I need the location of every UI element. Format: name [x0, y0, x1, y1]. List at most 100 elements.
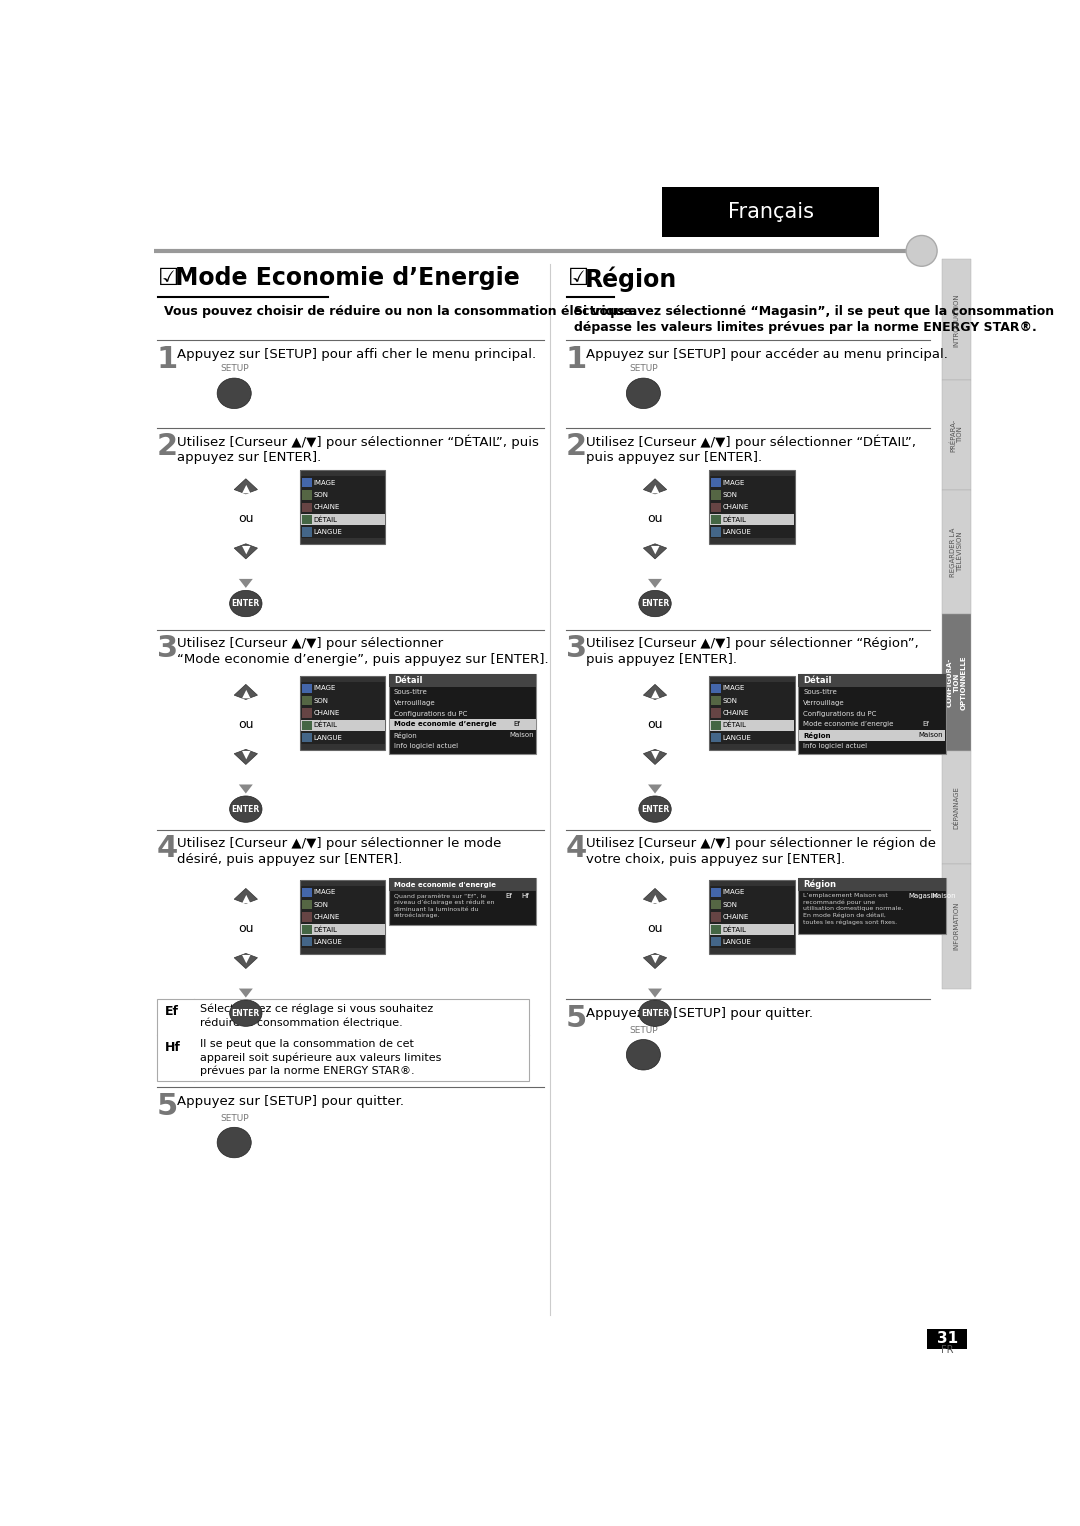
- Ellipse shape: [230, 1000, 262, 1027]
- FancyBboxPatch shape: [942, 380, 971, 490]
- Text: Mode Economie d’Energie: Mode Economie d’Energie: [175, 266, 521, 290]
- Text: 4: 4: [157, 833, 178, 862]
- Text: INTRODUCTION: INTRODUCTION: [954, 293, 959, 346]
- Text: Appuyez sur [SETUP] pour quitter.: Appuyez sur [SETUP] pour quitter.: [586, 1007, 813, 1019]
- Text: Hf: Hf: [521, 893, 529, 899]
- Text: Utilisez [Curseur ▲/▼] pour sélectionner le mode: Utilisez [Curseur ▲/▼] pour sélectionner…: [177, 836, 501, 850]
- Text: ▲: ▲: [651, 484, 659, 493]
- Text: ou: ou: [238, 922, 254, 935]
- FancyBboxPatch shape: [711, 925, 721, 934]
- Text: ▲: ▲: [242, 893, 251, 903]
- FancyBboxPatch shape: [662, 188, 879, 237]
- Text: DÉTAIL: DÉTAIL: [313, 516, 337, 523]
- Polygon shape: [648, 578, 662, 588]
- Text: CHAINE: CHAINE: [313, 710, 339, 716]
- FancyBboxPatch shape: [711, 490, 721, 499]
- Text: Verrouillage: Verrouillage: [394, 700, 435, 707]
- FancyBboxPatch shape: [711, 888, 721, 897]
- FancyBboxPatch shape: [389, 674, 537, 687]
- FancyBboxPatch shape: [711, 937, 721, 946]
- Text: Maison: Maison: [510, 732, 534, 739]
- FancyBboxPatch shape: [390, 719, 536, 729]
- Text: Utilisez [Curseur ▲/▼] pour sélectionner “DÉTAIL”, puis: Utilisez [Curseur ▲/▼] pour sélectionner…: [177, 435, 539, 450]
- FancyBboxPatch shape: [711, 478, 721, 487]
- FancyBboxPatch shape: [300, 476, 386, 539]
- Text: Ef: Ef: [922, 722, 929, 728]
- Text: Mode economie d’energie: Mode economie d’energie: [804, 722, 893, 728]
- Text: LANGUE: LANGUE: [723, 938, 752, 945]
- Polygon shape: [644, 684, 666, 699]
- Text: SETUP: SETUP: [220, 1114, 248, 1123]
- Text: Utilisez [Curseur ▲/▼] pour sélectionner: Utilisez [Curseur ▲/▼] pour sélectionner: [177, 636, 443, 650]
- FancyBboxPatch shape: [711, 720, 721, 729]
- FancyBboxPatch shape: [711, 708, 721, 717]
- Text: Sous-titre: Sous-titre: [394, 690, 428, 694]
- Text: IMAGE: IMAGE: [723, 479, 745, 485]
- Text: Il se peut que la consommation de cet
appareil soit supérieure aux valeurs limit: Il se peut que la consommation de cet ap…: [200, 1039, 442, 1076]
- Text: ENTER: ENTER: [232, 804, 260, 813]
- FancyBboxPatch shape: [301, 925, 312, 934]
- FancyBboxPatch shape: [389, 879, 537, 925]
- Text: ENTER: ENTER: [232, 600, 260, 607]
- FancyBboxPatch shape: [300, 676, 386, 682]
- Text: ☑: ☑: [159, 266, 179, 290]
- FancyBboxPatch shape: [711, 900, 721, 909]
- Text: INFORMATION: INFORMATION: [954, 902, 959, 951]
- Text: Ef: Ef: [164, 1006, 178, 1018]
- Polygon shape: [234, 543, 257, 559]
- FancyBboxPatch shape: [301, 502, 312, 511]
- FancyBboxPatch shape: [710, 682, 795, 743]
- Text: DÉTAIL: DÉTAIL: [313, 926, 337, 932]
- Text: Maison: Maison: [932, 893, 956, 899]
- Text: CHAINE: CHAINE: [723, 914, 748, 920]
- Text: DÉTAIL: DÉTAIL: [723, 926, 746, 932]
- FancyBboxPatch shape: [711, 684, 721, 693]
- FancyBboxPatch shape: [942, 751, 971, 864]
- Text: 4: 4: [566, 833, 588, 862]
- Text: ENTER: ENTER: [640, 804, 670, 813]
- FancyBboxPatch shape: [301, 696, 312, 705]
- Text: appuyez sur [ENTER].: appuyez sur [ENTER].: [177, 452, 321, 464]
- Text: SETUP: SETUP: [629, 1025, 658, 1035]
- Text: PRÉPARA-
TION: PRÉPARA- TION: [949, 418, 963, 452]
- FancyBboxPatch shape: [927, 1329, 968, 1349]
- FancyBboxPatch shape: [711, 514, 721, 525]
- Polygon shape: [644, 749, 666, 765]
- Text: IMAGE: IMAGE: [313, 890, 336, 896]
- FancyBboxPatch shape: [301, 888, 312, 897]
- Polygon shape: [234, 479, 257, 494]
- Text: Magasin: Magasin: [908, 893, 937, 899]
- FancyBboxPatch shape: [157, 1000, 529, 1080]
- Text: 31: 31: [936, 1331, 958, 1346]
- Text: ▼: ▼: [242, 954, 251, 964]
- Ellipse shape: [217, 1128, 252, 1158]
- FancyBboxPatch shape: [389, 879, 537, 891]
- Text: ▲: ▲: [651, 690, 659, 699]
- Text: ▼: ▼: [242, 545, 251, 554]
- Text: LANGUE: LANGUE: [723, 530, 752, 536]
- FancyBboxPatch shape: [300, 470, 386, 476]
- FancyBboxPatch shape: [710, 720, 794, 731]
- Text: ou: ou: [647, 513, 663, 525]
- Text: Mode economie d'energie: Mode economie d'energie: [394, 882, 496, 888]
- Text: Français: Français: [728, 201, 813, 221]
- Text: SON: SON: [723, 697, 738, 703]
- Text: IMAGE: IMAGE: [723, 685, 745, 691]
- Text: “Mode economie d’energie”, puis appuyez sur [ENTER].: “Mode economie d’energie”, puis appuyez …: [177, 653, 549, 665]
- Ellipse shape: [639, 797, 672, 823]
- Text: 1: 1: [566, 345, 588, 374]
- Ellipse shape: [639, 1000, 672, 1027]
- Polygon shape: [234, 684, 257, 699]
- Text: puis appuyez [ENTER].: puis appuyez [ENTER].: [586, 653, 737, 665]
- Text: LANGUE: LANGUE: [313, 530, 342, 536]
- FancyBboxPatch shape: [301, 490, 312, 499]
- FancyBboxPatch shape: [301, 720, 384, 731]
- FancyBboxPatch shape: [710, 539, 795, 545]
- FancyBboxPatch shape: [301, 913, 312, 922]
- Text: 5: 5: [566, 1004, 588, 1033]
- Circle shape: [906, 235, 937, 266]
- Text: Mode economie d’energie: Mode economie d’energie: [394, 722, 497, 728]
- Text: LANGUE: LANGUE: [723, 734, 752, 740]
- Text: Utilisez [Curseur ▲/▼] pour sélectionner le région de: Utilisez [Curseur ▲/▼] pour sélectionner…: [586, 836, 936, 850]
- Text: SETUP: SETUP: [220, 365, 248, 374]
